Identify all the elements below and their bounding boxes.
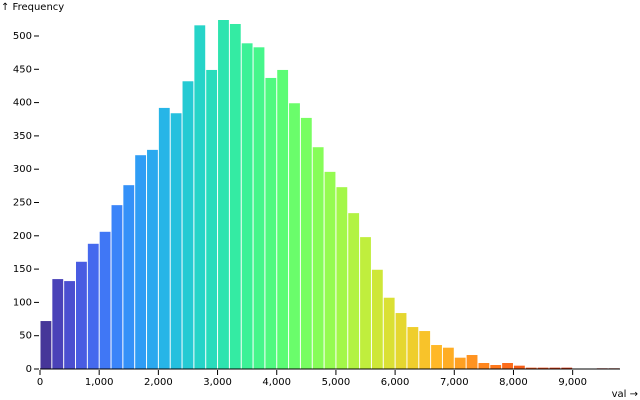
y-axis-label: ↑ Frequency xyxy=(1,2,64,13)
x-tick-label: 3,000 xyxy=(203,377,232,388)
bar xyxy=(454,357,466,369)
bar xyxy=(300,117,312,369)
bar xyxy=(525,367,537,369)
x-tick-label: 1,000 xyxy=(85,377,114,388)
bar xyxy=(513,365,525,369)
bar xyxy=(265,77,277,370)
x-tick-label: 9,000 xyxy=(558,377,587,388)
bar xyxy=(466,355,478,369)
x-tick-label: 4,000 xyxy=(262,377,291,388)
y-tick-label: 400 xyxy=(13,98,32,109)
y-tick-label: 200 xyxy=(13,231,32,242)
x-tick-label: 8,000 xyxy=(499,377,528,388)
bar xyxy=(111,205,123,369)
bar xyxy=(182,81,194,369)
bar xyxy=(158,107,170,370)
y-tick-label: 500 xyxy=(13,31,32,42)
bar xyxy=(194,25,206,369)
bar xyxy=(289,103,300,369)
y-tick-label: 100 xyxy=(13,297,32,308)
bar xyxy=(442,347,454,369)
bar xyxy=(312,147,324,369)
bar xyxy=(99,231,111,369)
bar xyxy=(76,261,87,369)
bar xyxy=(135,155,147,369)
bar xyxy=(229,23,241,369)
bar xyxy=(64,281,76,369)
x-axis-label: val → xyxy=(612,389,638,400)
bar xyxy=(371,269,383,369)
bar xyxy=(277,69,289,369)
bar xyxy=(537,367,549,369)
bar xyxy=(490,365,502,369)
bar xyxy=(123,185,135,369)
y-tick-label: 0 xyxy=(26,364,32,375)
bar xyxy=(419,331,431,369)
y-tick-label: 450 xyxy=(13,64,32,75)
bar xyxy=(253,47,265,369)
bar xyxy=(561,367,573,369)
y-tick-label: 50 xyxy=(19,331,32,342)
y-tick-label: 300 xyxy=(13,164,32,175)
bar xyxy=(206,69,218,369)
bar xyxy=(502,363,513,369)
bar xyxy=(147,149,158,369)
x-tick-label: 2,000 xyxy=(144,377,173,388)
bar xyxy=(395,313,407,369)
y-tick-label: 250 xyxy=(13,197,32,208)
bar xyxy=(348,213,360,369)
y-tick-label: 350 xyxy=(13,131,32,142)
bar xyxy=(241,43,253,370)
bar xyxy=(549,367,561,369)
x-tick-label: 7,000 xyxy=(440,377,469,388)
bar xyxy=(87,243,99,369)
bar xyxy=(336,187,348,369)
bar xyxy=(478,363,490,369)
bar xyxy=(52,279,64,369)
bar xyxy=(383,297,395,369)
x-tick-label: 0 xyxy=(37,377,43,388)
x-tick-label: 6,000 xyxy=(381,377,410,388)
bar xyxy=(324,171,336,369)
bar xyxy=(407,327,419,369)
bar xyxy=(360,237,371,369)
bar xyxy=(170,113,182,369)
bar xyxy=(218,20,229,369)
x-tick-label: 5,000 xyxy=(322,377,351,388)
y-tick-label: 150 xyxy=(13,264,32,275)
bar xyxy=(40,321,52,369)
bar xyxy=(431,345,442,369)
